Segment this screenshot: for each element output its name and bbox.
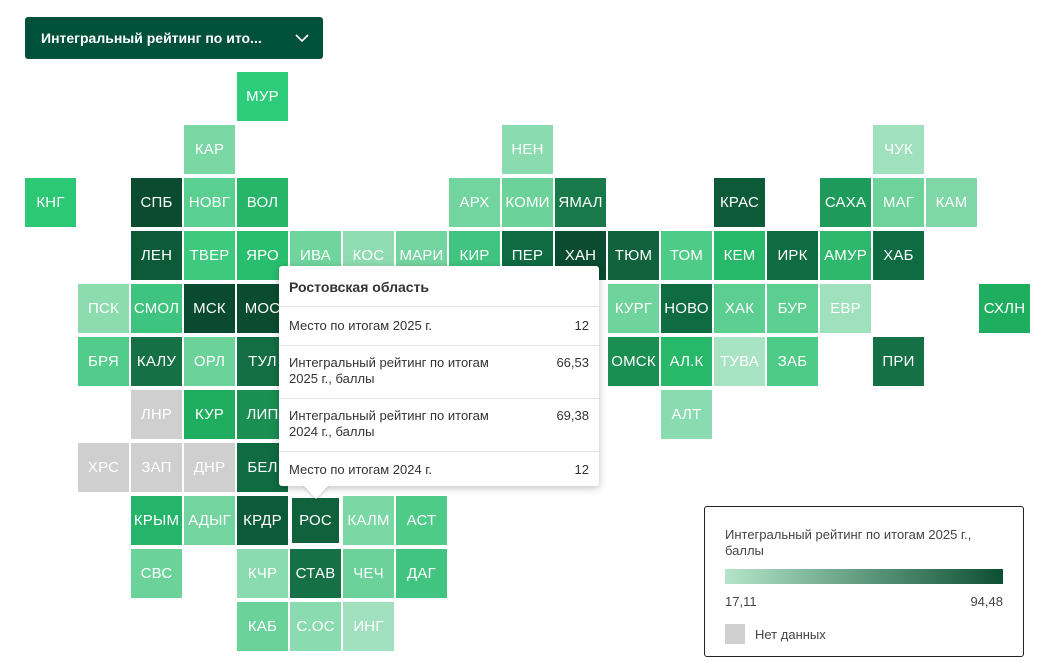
region-tile-0[interactable]: МУР [237, 72, 288, 121]
dropdown-label: Интегральный рейтинг по ито... [41, 30, 262, 46]
region-tile-55[interactable]: ДНР [184, 443, 235, 492]
tooltip-row-value: 66,53 [556, 355, 589, 370]
tooltip-row-label: Место по итогам 2024 г. [289, 462, 433, 477]
region-tile-50[interactable]: КУР [184, 390, 235, 439]
nodata-label: Нет данных [755, 626, 826, 642]
region-tile-9[interactable]: КОМИ [502, 178, 553, 227]
region-tile-48[interactable]: ПРИ [873, 337, 924, 386]
tooltip-row: Интегральный рейтинг по итогам 2024 г., … [279, 399, 599, 452]
region-tile-69[interactable]: С.ОС [290, 602, 341, 651]
region-tile-39[interactable]: СХЛН [979, 284, 1030, 333]
region-tile-57[interactable]: КРЫМ [131, 496, 182, 545]
map-legend: Интегральный рейтинг по итогам 2025 г., … [704, 506, 1024, 657]
region-tile-49[interactable]: ЛНР [131, 390, 182, 439]
region-tile-31[interactable]: СМОЛ [131, 284, 182, 333]
legend-nodata: Нет данных [725, 624, 1003, 644]
region-tile-47[interactable]: ЗАБ [767, 337, 818, 386]
nodata-swatch [725, 624, 745, 644]
region-tile-59[interactable]: КРДР [237, 496, 288, 545]
tooltip-row-label: Место по итогам 2025 г. [289, 318, 433, 333]
region-tile-32[interactable]: МСК [184, 284, 235, 333]
region-tile-34[interactable]: КУРГ [608, 284, 659, 333]
region-tile-10[interactable]: ЯМАЛ [555, 178, 606, 227]
region-tile-67[interactable]: ДАГ [396, 549, 447, 598]
chevron-down-icon [295, 34, 309, 43]
tooltip-row-label: Интегральный рейтинг по итогам 2025 г., … [289, 355, 489, 386]
region-tile-16[interactable]: ТВЕР [184, 231, 235, 280]
region-tile-58[interactable]: АДЫГ [184, 496, 235, 545]
region-tile-70[interactable]: ИНГ [343, 602, 394, 651]
tooltip-row-value: 12 [574, 462, 589, 477]
tooltip-row-label: Интегральный рейтинг по итогам 2024 г., … [289, 408, 489, 439]
region-tile-6[interactable]: НОВГ [184, 178, 235, 227]
region-tooltip: Ростовская область Место по итогам 2025 … [279, 266, 599, 486]
region-tile-26[interactable]: КЕМ [714, 231, 765, 280]
region-tile-11[interactable]: КРАС [714, 178, 765, 227]
region-tile-38[interactable]: ЕВР [820, 284, 871, 333]
tooltip-row: Интегральный рейтинг по итогам 2025 г., … [279, 346, 599, 399]
region-tile-44[interactable]: ОМСК [608, 337, 659, 386]
legend-gradient-bar [725, 569, 1003, 584]
indicator-dropdown[interactable]: Интегральный рейтинг по ито... [25, 17, 323, 59]
legend-scale: 17,11 94,48 [725, 594, 1003, 609]
region-tile-3[interactable]: ЧУК [873, 125, 924, 174]
region-tile-41[interactable]: КАЛУ [131, 337, 182, 386]
tooltip-row: Место по итогам 2025 г. 12 [279, 307, 599, 346]
region-tile-53[interactable]: ХРС [78, 443, 129, 492]
region-tile-40[interactable]: БРЯ [78, 337, 129, 386]
region-tile-29[interactable]: ХАБ [873, 231, 924, 280]
region-tile-13[interactable]: МАГ [873, 178, 924, 227]
region-tile-12[interactable]: САХА [820, 178, 871, 227]
legend-max-value: 94,48 [970, 594, 1003, 609]
region-tile-8[interactable]: АРХ [449, 178, 500, 227]
region-tile-65[interactable]: СТАВ [290, 549, 341, 598]
region-tile-14[interactable]: КАМ [926, 178, 977, 227]
region-tile-4[interactable]: КНГ [25, 178, 76, 227]
region-tile-7[interactable]: ВОЛ [237, 178, 288, 227]
region-tile-35[interactable]: НОВО [661, 284, 712, 333]
region-tile-54[interactable]: ЗАП [131, 443, 182, 492]
tooltip-row: Место по итогам 2024 г. 12 [279, 452, 599, 487]
region-tile-37[interactable]: БУР [767, 284, 818, 333]
tooltip-title: Ростовская область [279, 266, 599, 307]
region-tile-63[interactable]: СВС [131, 549, 182, 598]
region-tile-45[interactable]: АЛ.К [661, 337, 712, 386]
region-tile-52[interactable]: АЛТ [661, 390, 712, 439]
region-tile-36[interactable]: ХАК [714, 284, 765, 333]
region-tile-60[interactable]: РОС [290, 496, 341, 545]
region-tile-27[interactable]: ИРК [767, 231, 818, 280]
region-tile-42[interactable]: ОРЛ [184, 337, 235, 386]
region-tile-28[interactable]: АМУР [820, 231, 871, 280]
region-tile-46[interactable]: ТУВА [714, 337, 765, 386]
region-tile-15[interactable]: ЛЕН [131, 231, 182, 280]
region-tile-61[interactable]: КАЛМ [343, 496, 394, 545]
region-tile-62[interactable]: АСТ [396, 496, 447, 545]
region-tile-68[interactable]: КАБ [237, 602, 288, 651]
region-tile-1[interactable]: КАР [184, 125, 235, 174]
tooltip-row-value: 12 [574, 318, 589, 333]
tooltip-pointer [303, 485, 329, 499]
region-tile-24[interactable]: ТЮМ [608, 231, 659, 280]
tooltip-row-value: 69,38 [556, 408, 589, 423]
region-tile-2[interactable]: НЕН [502, 125, 553, 174]
region-tile-25[interactable]: ТОМ [661, 231, 712, 280]
region-tile-64[interactable]: КЧР [237, 549, 288, 598]
region-tile-66[interactable]: ЧЕЧ [343, 549, 394, 598]
region-tile-5[interactable]: СПБ [131, 178, 182, 227]
region-tile-30[interactable]: ПСК [78, 284, 129, 333]
legend-min-value: 17,11 [725, 594, 757, 609]
legend-title: Интегральный рейтинг по итогам 2025 г., … [725, 527, 972, 558]
